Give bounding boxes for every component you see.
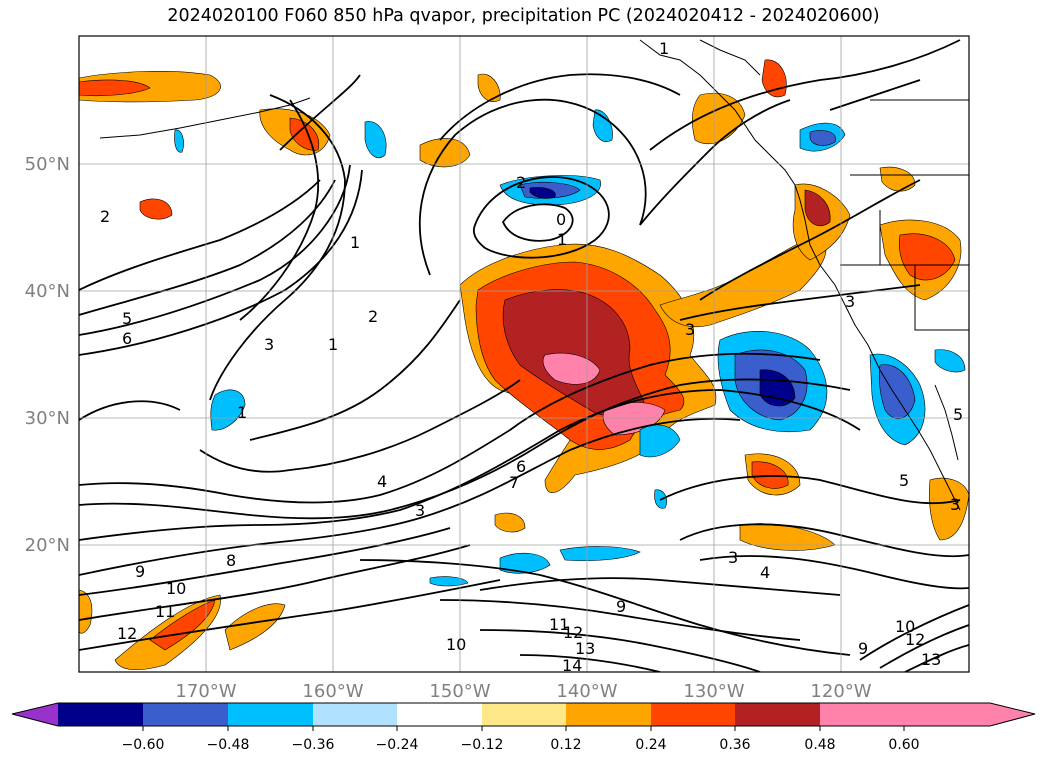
precip-anomaly-shading: [79, 59, 969, 670]
contour-label: 12: [563, 623, 583, 642]
colorbar-segment: [651, 703, 735, 726]
contour-label: 12: [117, 624, 137, 643]
colorbar-tick-label: −0.12: [461, 737, 504, 753]
colorbar-tick-label: −0.36: [292, 737, 335, 753]
colorbar-tick-label: 0.60: [888, 737, 919, 753]
lon-label-120w: 120°W: [810, 681, 871, 702]
contour-label: 3: [950, 495, 960, 514]
contour-label: 3: [264, 335, 274, 354]
lon-label-170w: 170°W: [175, 681, 236, 702]
colorbar-ticks: −0.60 −0.48 −0.36 −0.24 −0.12 0.12 0.24 …: [122, 726, 920, 753]
contour-label: 2: [516, 173, 526, 192]
colorbar-tick-label: −0.48: [207, 737, 250, 753]
contour-label: 14: [562, 656, 582, 675]
contour-label: 10: [166, 579, 186, 598]
qvapor-contours: [79, 39, 969, 672]
colorbar-segment: [566, 703, 651, 726]
contour-label: 9: [858, 639, 868, 658]
colorbar-tick-label: −0.60: [122, 737, 165, 753]
lat-label-40n: 40°N: [25, 281, 70, 302]
contour-label: 1: [659, 39, 669, 58]
colorbar-tick-label: 0.48: [804, 737, 835, 753]
map-title: 2024020100 F060 850 hPa qvapor, precipit…: [167, 6, 880, 26]
contour-label: 0: [556, 210, 566, 229]
contour-label: 6: [516, 457, 526, 476]
contour-label: 5: [899, 471, 909, 490]
contour-label: 8: [226, 551, 236, 570]
map-frame: [78, 35, 970, 673]
contour-label: 13: [575, 639, 595, 658]
colorbar-extend-high: [904, 703, 1035, 726]
colorbar-segment: [397, 703, 482, 726]
colorbar-outline: [11, 702, 1036, 727]
colorbar-segment: [143, 703, 228, 726]
lon-label-150w: 150°W: [429, 681, 490, 702]
colorbar-segment: [313, 703, 397, 726]
lat-label-50n: 50°N: [25, 154, 70, 175]
colorbar-segment: [482, 703, 566, 726]
contour-label: 12: [905, 630, 925, 649]
lon-label-140w: 140°W: [556, 681, 617, 702]
contour-label: 4: [760, 563, 770, 582]
lon-label-160w: 160°W: [302, 681, 363, 702]
contour-label: 3: [685, 320, 695, 339]
contour-label: 1: [557, 230, 567, 249]
contour-label: 1: [237, 403, 247, 422]
lat-label-30n: 30°N: [25, 408, 70, 429]
contour-label: 2: [100, 207, 110, 226]
contour-label: 4: [377, 472, 387, 491]
latitude-labels: 50°N 40°N 30°N 20°N: [25, 154, 70, 556]
colorbar: −0.60 −0.48 −0.36 −0.24 −0.12 0.12 0.24 …: [11, 702, 1036, 753]
contour-label: 11: [549, 615, 569, 634]
contour-label: 5: [122, 309, 132, 328]
graticule: [79, 36, 969, 672]
contour-label: 1: [350, 233, 360, 252]
coastlines: [99, 39, 969, 511]
colorbar-segment: [58, 703, 143, 726]
lat-label-20n: 20°N: [25, 535, 70, 556]
contour-label: 3: [845, 292, 855, 311]
contour-label: 6: [122, 329, 132, 348]
colorbar-segment: [820, 703, 904, 726]
contour-label: 5: [953, 405, 963, 424]
colorbar-segment: [735, 703, 820, 726]
contour-label: 1: [328, 335, 338, 354]
contour-label: 13: [921, 650, 941, 669]
longitude-labels: 170°W 160°W 150°W 140°W 130°W 120°W: [175, 681, 871, 702]
contour-label: 10: [446, 635, 466, 654]
colorbar-tick-label: −0.24: [376, 737, 419, 753]
contour-label: 11: [155, 602, 175, 621]
colorbar-segment: [228, 703, 313, 726]
colorbar-tick-label: 0.24: [635, 737, 666, 753]
colorbar-tick-label: 0.12: [550, 737, 581, 753]
contour-label: 7: [509, 473, 519, 492]
contour-label: 9: [616, 597, 626, 616]
contour-label: 3: [415, 501, 425, 520]
colorbar-extend-low: [12, 703, 58, 726]
contour-label: 3: [728, 548, 738, 567]
colorbar-tick-label: 0.36: [719, 737, 750, 753]
contour-labels: 2 2 0 1 1 1 2 3 5 6 1 4 3 6 7 8 9 10 11 …: [100, 39, 963, 675]
contour-label: 9: [135, 562, 145, 581]
contour-label: 10: [895, 617, 915, 636]
contour-label: 2: [368, 307, 378, 326]
lon-label-130w: 130°W: [683, 681, 744, 702]
